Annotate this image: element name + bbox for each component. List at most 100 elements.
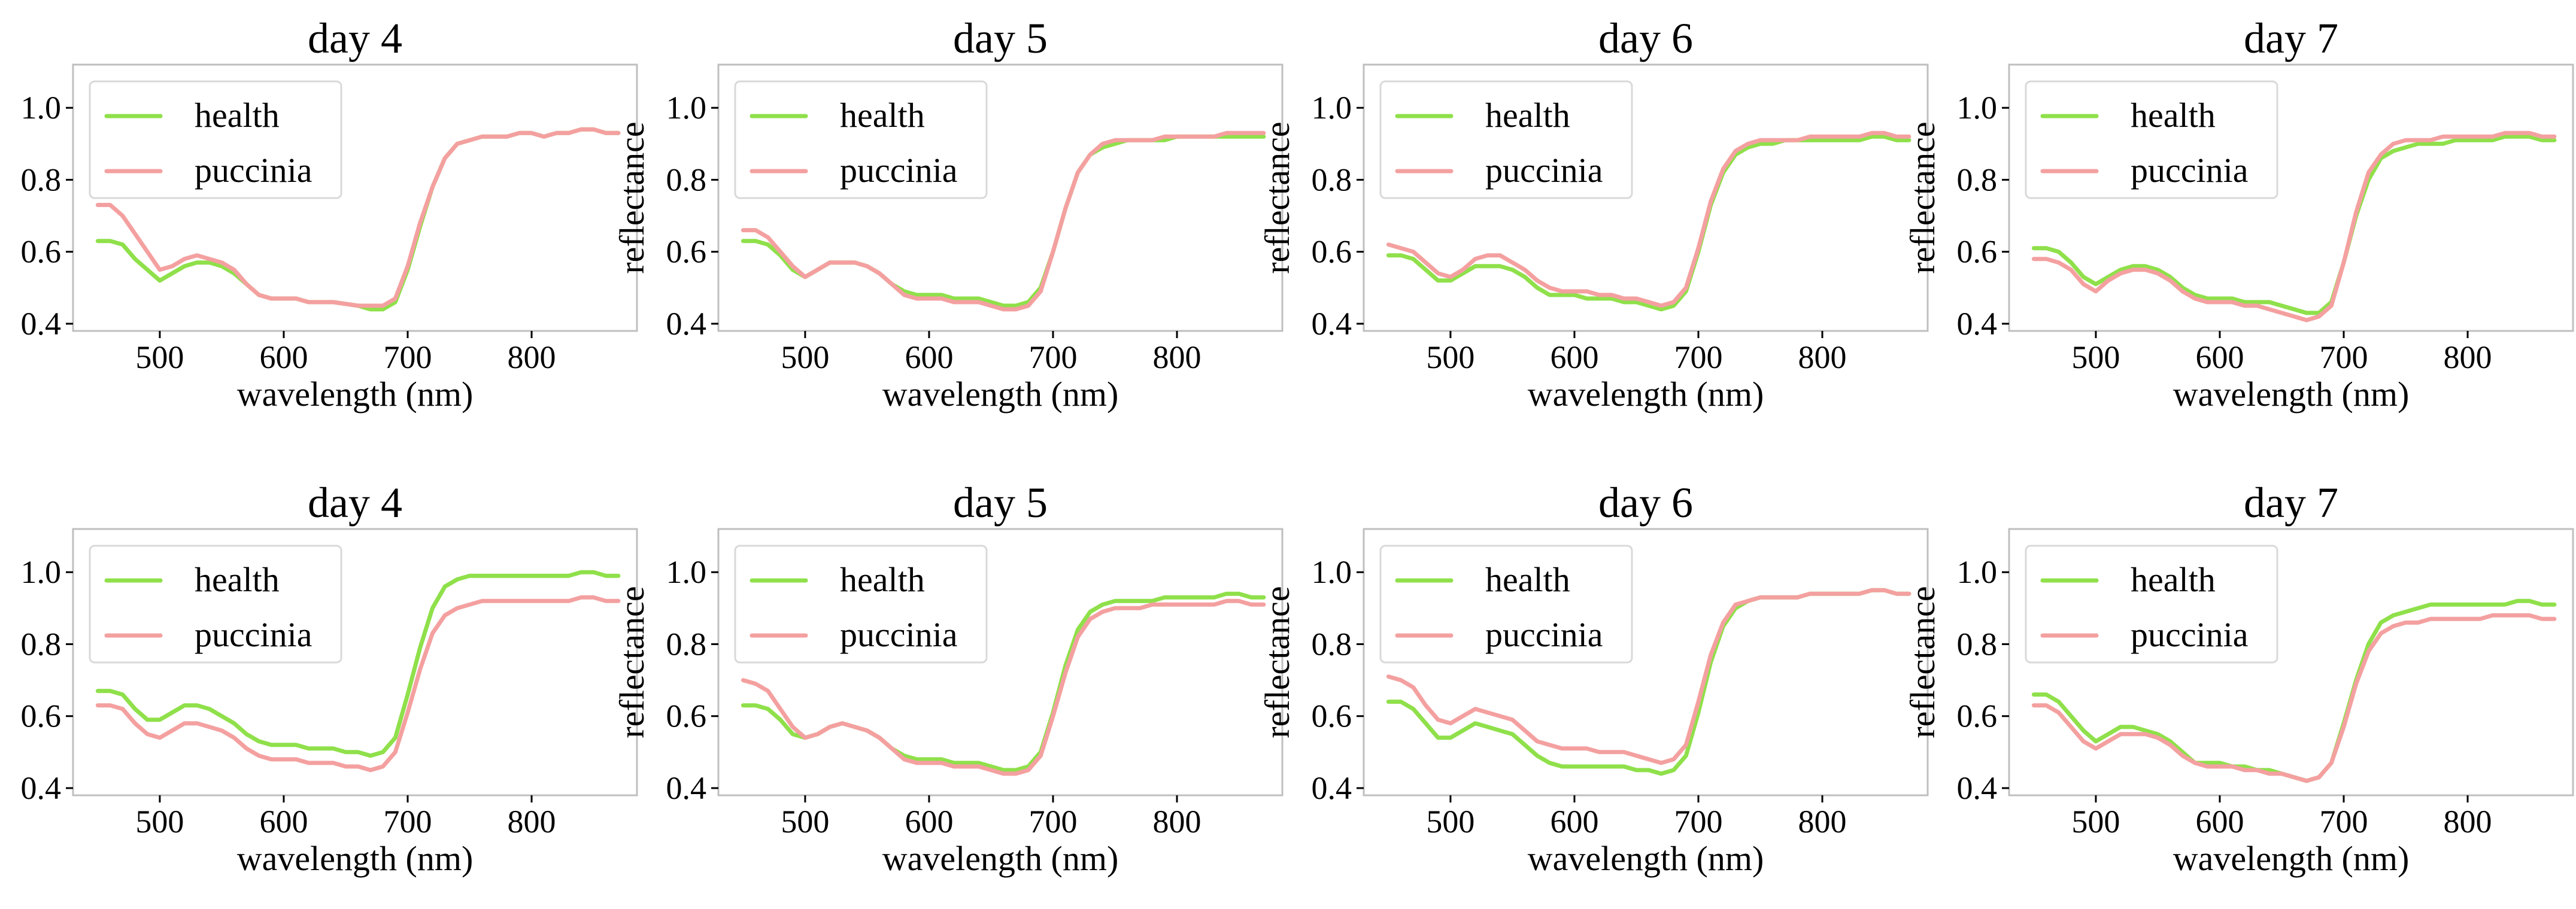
y-tick-label: 0.4	[1312, 770, 1352, 806]
x-tick-label: 600	[905, 339, 953, 375]
legend-label-health: health	[195, 560, 280, 599]
series-line-puccinia	[2031, 613, 2557, 783]
y-axis-label: reflectance	[612, 121, 651, 273]
x-axis-label: wavelength (nm)	[237, 375, 474, 414]
subplot-2-3: day 6 500 600 700 800 0.4 0.6 0.8 1.0 wavelength …	[1258, 479, 1929, 878]
y-tick-label: 1.0	[1957, 554, 1998, 590]
y-tick-label: 1.0	[666, 90, 707, 126]
series-line-health	[2031, 134, 2557, 315]
y-tick-label: 1.0	[1312, 554, 1352, 590]
legend-label-puccinia: puccinia	[1485, 615, 1603, 654]
series-line-puccinia	[741, 130, 1266, 312]
series-line-puccinia	[1386, 130, 1911, 308]
y-axis-label: reflectance	[1903, 121, 1942, 273]
x-tick-label: 600	[259, 339, 308, 375]
x-tick-label: 500	[781, 804, 829, 840]
y-tick-label: 0.8	[21, 162, 62, 197]
x-tick-label: 500	[2071, 804, 2120, 840]
x-tick-label: 800	[2444, 804, 2492, 840]
x-tick-label: 500	[1426, 339, 1474, 375]
legend-box	[1379, 545, 1633, 664]
x-axis-label: wavelength (nm)	[882, 839, 1119, 878]
y-tick-label: 1.0	[1312, 90, 1352, 126]
y-tick-label: 0.8	[666, 626, 707, 662]
x-tick-label: 800	[1798, 339, 1847, 375]
legend-label-health: health	[1485, 96, 1570, 135]
y-tick-label: 1.0	[666, 554, 707, 590]
y-tick-label: 0.8	[21, 626, 62, 662]
chart-title: day 4	[308, 479, 402, 527]
x-tick-label: 800	[508, 804, 556, 840]
y-tick-label: 0.6	[1957, 698, 1998, 734]
x-tick-label: 700	[1674, 804, 1722, 840]
legend-label-health: health	[1485, 560, 1570, 599]
y-tick-label: 0.4	[21, 770, 62, 806]
series-line-puccinia	[741, 598, 1266, 776]
y-axis-label: reflectance	[0, 586, 6, 738]
x-tick-label: 600	[1550, 339, 1598, 375]
x-tick-label: 700	[383, 339, 432, 375]
chart-title: day 6	[1598, 479, 1693, 527]
chart-title: day 7	[2244, 479, 2338, 527]
legend-label-puccinia: puccinia	[1485, 151, 1603, 190]
y-tick-label: 0.6	[1957, 234, 1998, 270]
subplot-2-2: day 5 500 600 700 800 0.4 0.6 0.8 1.0 wavelength …	[612, 479, 1284, 878]
y-tick-label: 0.6	[1312, 234, 1352, 270]
x-tick-label: 700	[2319, 804, 2368, 840]
y-axis-label: reflectance	[0, 121, 6, 273]
legend-box	[734, 80, 988, 199]
y-tick-label: 0.4	[1957, 306, 1998, 342]
x-tick-label: 700	[1028, 804, 1077, 840]
x-axis-label: wavelength (nm)	[1528, 839, 1764, 878]
x-tick-label: 600	[2195, 804, 2244, 840]
x-tick-label: 500	[135, 339, 184, 375]
legend-label-health: health	[2131, 560, 2216, 599]
x-tick-label: 700	[2319, 339, 2368, 375]
chart-title: day 6	[1598, 14, 1693, 62]
series-line-puccinia	[95, 127, 621, 308]
x-tick-label: 600	[259, 804, 308, 840]
x-tick-label: 500	[1426, 804, 1474, 840]
x-tick-label: 500	[2071, 339, 2120, 375]
series-line-puccinia	[1386, 588, 1911, 765]
x-axis-label: wavelength (nm)	[2173, 839, 2410, 878]
legend-box	[89, 545, 342, 664]
y-tick-label: 0.8	[666, 162, 707, 197]
legend-label-puccinia: puccinia	[840, 151, 957, 190]
legend-box	[2025, 545, 2278, 664]
series-line-puccinia	[2031, 130, 2557, 323]
subplot-2-1: day 4 500 600 700 800 0.4 0.6 0.8 1.0 wavelength …	[0, 479, 638, 878]
x-tick-label: 500	[135, 804, 184, 840]
y-tick-label: 1.0	[21, 554, 62, 590]
y-axis-label: reflectance	[1258, 121, 1297, 273]
legend-label-puccinia: puccinia	[195, 151, 312, 190]
y-tick-label: 0.8	[1957, 162, 1998, 197]
y-tick-label: 0.8	[1312, 162, 1352, 197]
x-tick-label: 700	[1674, 339, 1722, 375]
y-tick-label: 1.0	[21, 90, 62, 126]
legend-label-puccinia: puccinia	[2131, 615, 2248, 654]
x-tick-label: 600	[1550, 804, 1598, 840]
x-tick-label: 800	[2444, 339, 2492, 375]
chart-title: day 7	[2244, 14, 2338, 62]
y-axis-label: reflectance	[1903, 586, 1942, 738]
x-axis-label: wavelength (nm)	[2173, 375, 2410, 414]
legend-box	[2025, 80, 2278, 199]
x-tick-label: 700	[383, 804, 432, 840]
legend-label-puccinia: puccinia	[195, 615, 312, 654]
y-tick-label: 1.0	[1957, 90, 1998, 126]
legend-label-puccinia: puccinia	[2131, 151, 2248, 190]
legend-label-health: health	[840, 96, 925, 135]
y-tick-label: 0.4	[1957, 770, 1998, 806]
legend-label-health: health	[840, 560, 925, 599]
x-tick-label: 800	[1153, 804, 1201, 840]
y-tick-label: 0.6	[1312, 698, 1352, 734]
x-tick-label: 600	[2195, 339, 2244, 375]
x-tick-label: 800	[508, 339, 556, 375]
y-tick-label: 0.6	[666, 234, 707, 270]
y-tick-label: 0.6	[666, 698, 707, 734]
chart-title: day 4	[308, 14, 402, 62]
y-tick-label: 0.6	[21, 234, 62, 270]
subplot-1-2: day 5 500 600 700 800 0.4 0.6 0.8 1.0 wavelength …	[612, 14, 1284, 414]
x-axis-label: wavelength (nm)	[882, 375, 1119, 414]
